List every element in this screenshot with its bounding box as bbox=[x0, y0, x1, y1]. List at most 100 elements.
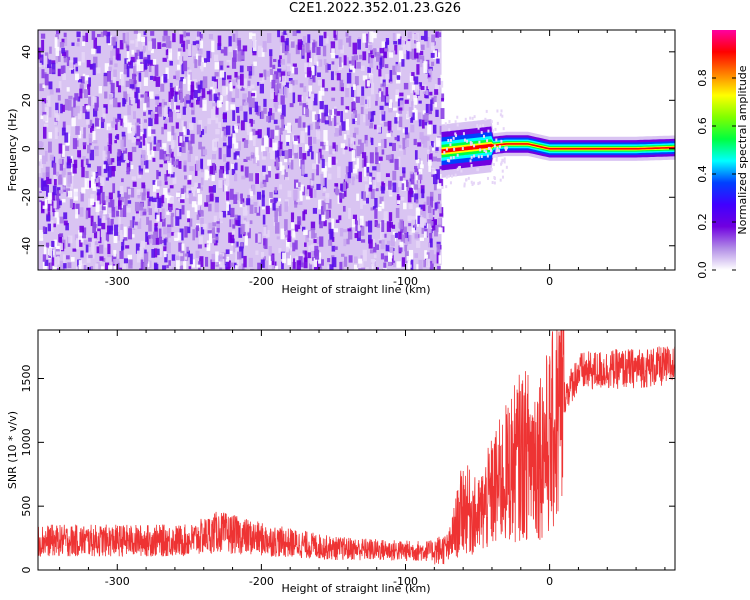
heatmap-cell bbox=[222, 113, 227, 120]
heatmap-cell bbox=[418, 119, 422, 127]
heatmap-cell bbox=[372, 32, 377, 39]
heatmap-cell bbox=[463, 184, 466, 188]
heatmap-cell bbox=[257, 262, 262, 270]
heatmap-cell bbox=[101, 223, 106, 230]
heatmap-cell bbox=[181, 193, 185, 202]
heatmap-cell bbox=[362, 191, 367, 201]
heatmap-cell bbox=[268, 147, 272, 153]
heatmap-cell bbox=[176, 192, 181, 198]
heatmap-cell bbox=[118, 267, 122, 270]
heatmap-cell bbox=[441, 185, 444, 189]
heatmap-cell bbox=[365, 166, 370, 173]
heatmap-cell bbox=[148, 41, 153, 51]
heatmap-cell bbox=[415, 207, 421, 218]
heatmap-cell bbox=[320, 173, 325, 186]
heatmap-cell bbox=[211, 253, 216, 263]
heatmap-cell bbox=[105, 195, 110, 203]
heatmap-cell bbox=[224, 183, 228, 192]
heatmap-cell bbox=[64, 132, 69, 143]
heatmap-cell bbox=[356, 145, 361, 157]
heatmap-cell bbox=[388, 189, 393, 196]
heatmap-cell bbox=[325, 140, 329, 146]
heatmap-cell bbox=[64, 37, 68, 46]
heatmap-cell bbox=[96, 210, 101, 216]
heatmap-cell bbox=[255, 173, 260, 184]
heatmap-cell bbox=[263, 227, 267, 239]
heatmap-cell bbox=[406, 95, 410, 99]
heatmap-cell bbox=[164, 173, 168, 181]
heatmap-cell bbox=[54, 117, 58, 126]
y-tick-label: -20 bbox=[20, 188, 33, 206]
heatmap-cell bbox=[392, 32, 396, 43]
heatmap-cell bbox=[333, 30, 336, 38]
heatmap-cell bbox=[348, 255, 353, 263]
heatmap-cell bbox=[63, 175, 67, 186]
heatmap-cell bbox=[313, 93, 318, 106]
heatmap-cell bbox=[122, 99, 127, 105]
heatmap-cell bbox=[327, 258, 331, 263]
heatmap-cell bbox=[180, 188, 185, 198]
heatmap-cell bbox=[352, 84, 356, 90]
heatmap-cell bbox=[42, 155, 47, 165]
heatmap-cell bbox=[275, 157, 279, 169]
heatmap-cell bbox=[454, 132, 457, 136]
heatmap-cell bbox=[294, 240, 298, 250]
heatmap-cell bbox=[110, 158, 115, 163]
heatmap-cell bbox=[126, 50, 130, 61]
heatmap-cell bbox=[255, 147, 259, 157]
heatmap-cell bbox=[357, 39, 362, 50]
heatmap-cell bbox=[479, 148, 482, 152]
heatmap-cell bbox=[43, 55, 48, 68]
heatmap-cell bbox=[404, 139, 409, 148]
heatmap-cell bbox=[284, 219, 288, 232]
heatmap-cell bbox=[485, 150, 488, 154]
heatmap-cell bbox=[385, 154, 390, 161]
heatmap-cell bbox=[279, 36, 283, 43]
heatmap-cell bbox=[239, 265, 243, 270]
heatmap-cell bbox=[168, 111, 174, 123]
heatmap-cell bbox=[404, 245, 408, 252]
heatmap-cell bbox=[86, 207, 91, 218]
heatmap-cell bbox=[380, 83, 384, 88]
heatmap-cell bbox=[120, 205, 125, 211]
heatmap-cell bbox=[44, 107, 49, 116]
heatmap-cell bbox=[135, 87, 140, 93]
heatmap-cell bbox=[43, 246, 47, 255]
heatmap-cell bbox=[114, 140, 117, 144]
heatmap-cell bbox=[410, 259, 414, 270]
heatmap-cell bbox=[247, 80, 251, 86]
heatmap-cell bbox=[424, 119, 428, 126]
heatmap-cell bbox=[208, 186, 214, 193]
heatmap-cell bbox=[68, 158, 72, 163]
heatmap-cell bbox=[91, 31, 96, 40]
heatmap-cell bbox=[90, 198, 95, 206]
heatmap-cell bbox=[143, 208, 147, 214]
heatmap-cell bbox=[194, 182, 199, 188]
heatmap-cell bbox=[83, 127, 86, 139]
heatmap-cell bbox=[505, 146, 508, 150]
heatmap-cell bbox=[66, 87, 70, 92]
heatmap-cell bbox=[192, 196, 197, 202]
heatmap-cell bbox=[436, 137, 441, 147]
heatmap-cell bbox=[42, 111, 47, 116]
heatmap-cell bbox=[228, 36, 232, 48]
heatmap-cell bbox=[424, 113, 429, 123]
heatmap-cell bbox=[325, 145, 329, 152]
heatmap-cell bbox=[429, 91, 433, 96]
heatmap-cell bbox=[395, 207, 400, 218]
heatmap-cell bbox=[143, 77, 148, 86]
heatmap-cell bbox=[469, 140, 472, 144]
heatmap-cell bbox=[234, 71, 238, 78]
heatmap-cell bbox=[56, 30, 61, 35]
heatmap-cell bbox=[208, 222, 213, 229]
heatmap-cell bbox=[405, 179, 409, 188]
heatmap-cell bbox=[54, 212, 59, 218]
heatmap-cell bbox=[284, 49, 289, 56]
heatmap-cell bbox=[321, 31, 326, 37]
heatmap-cell bbox=[261, 76, 265, 83]
heatmap-cell bbox=[179, 147, 183, 153]
heatmap-cell bbox=[287, 190, 292, 198]
heatmap-cell bbox=[113, 97, 118, 108]
heatmap-cell bbox=[48, 81, 53, 90]
heatmap-cell bbox=[161, 217, 166, 227]
